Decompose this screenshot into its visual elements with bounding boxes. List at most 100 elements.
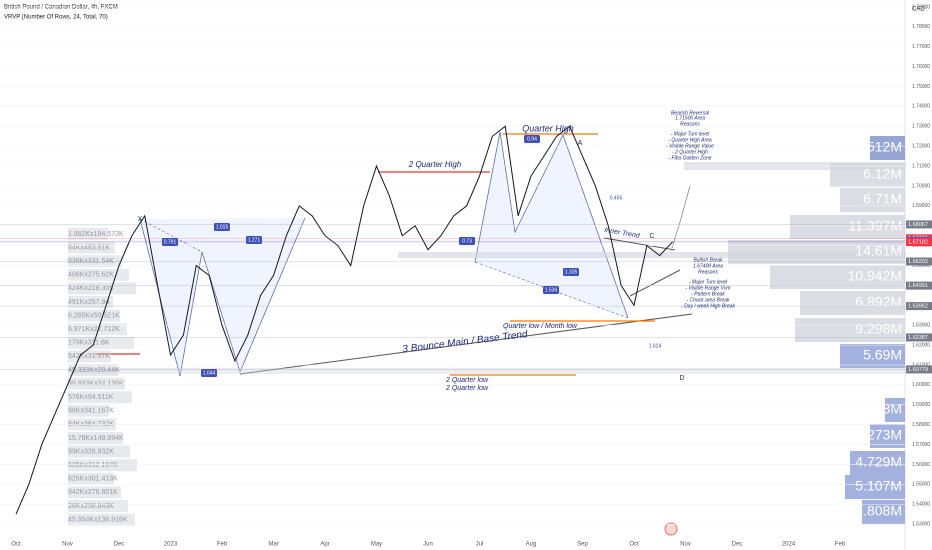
ratio-badge: [524, 135, 540, 143]
price-badge: [906, 302, 932, 311]
ratio-badge: [563, 268, 579, 276]
x-tick-label: Jul: [476, 542, 484, 548]
volume-bar: [68, 486, 121, 499]
inner-trend: [603, 237, 676, 251]
volume-label: 15.78Kx149.994K: [68, 435, 124, 442]
volume-label: 26Kx258.843K: [68, 503, 114, 510]
x-tick-label: Dec: [732, 542, 743, 548]
volume-label: 39.893Kx24.135K: [68, 380, 124, 387]
annotation: Reasons: [698, 269, 718, 275]
pivot-label: C: [649, 233, 654, 240]
indicator-title: VRVP (Number Of Rows, 24, Total, 70): [4, 15, 108, 21]
price-badge: [906, 365, 932, 374]
ratio-label: 0.791: [164, 239, 177, 245]
x-tick-label: Jun: [423, 542, 433, 548]
volume-label: 576Kx94.511K: [68, 394, 114, 401]
y-tick-label: 1.74000: [912, 104, 930, 110]
annotation: - Day / week High Break: [681, 303, 735, 309]
logo-icon[interactable]: [664, 522, 678, 536]
ratio-badge: [201, 369, 217, 377]
volume-label: 45.954Kx136.916K: [68, 516, 128, 523]
y-tick-label: 1.79000: [912, 4, 930, 10]
annotation: 1.67400 Area: [693, 263, 723, 269]
volume-label: 626Kx301.413K: [68, 476, 118, 483]
ratio-badge: [214, 223, 230, 231]
annotation: 2 Quarter low: [445, 385, 489, 392]
y-tick-label: 1.54000: [912, 502, 930, 508]
ratio-label: 1.105: [565, 269, 578, 275]
ratio-badge: [459, 237, 475, 245]
price-badge: [906, 281, 932, 290]
annotation: 2 Quarter High: [408, 160, 462, 169]
volume-label: 6.892M: [855, 294, 902, 310]
price-badge-label: 1.60779: [908, 367, 928, 373]
ratio-badge: [246, 236, 262, 244]
volume-bar: [870, 424, 905, 448]
volume-label: 83M: [875, 401, 902, 417]
volume-label: 6.71M: [863, 191, 902, 207]
ratio-label: 1.015: [216, 224, 229, 230]
volume-label: 98Kx341.167K: [68, 408, 114, 415]
pattern-line: [474, 131, 629, 319]
volume-label: 512M: [867, 139, 902, 155]
y-tick-label: 1.72000: [912, 144, 930, 150]
annotation: - Visible Range Vvm: [685, 285, 730, 291]
volume-label: 5.107M: [855, 478, 902, 494]
annotation: 2 Quarter low: [445, 377, 489, 384]
volume-bar: [68, 377, 125, 390]
ratio-label: 1.044: [203, 370, 216, 376]
annotation: Bullish Break: [693, 257, 723, 263]
price-badge-label: 1.68067: [908, 222, 928, 228]
volume-bar: [68, 404, 109, 417]
price-line: [15, 125, 673, 515]
y-tick-label: 1.71000: [912, 163, 930, 169]
x-tick-label: Oct: [11, 542, 21, 548]
x-tick-label: Dec: [114, 542, 125, 548]
x-tick-label: Mar: [268, 542, 278, 548]
y-tick-label: 1.76000: [912, 64, 930, 70]
price-badge: [906, 220, 932, 229]
ratio-label: 1.271: [248, 237, 261, 243]
volume-bar: [68, 323, 127, 336]
price-badge-label: 1.62387: [908, 335, 928, 341]
volume-label: 3.808M: [855, 503, 902, 519]
harmonic-pattern: [475, 132, 628, 318]
y-tick-label: 1.75000: [912, 84, 930, 90]
volume-bar: [845, 475, 905, 499]
y-tick-label: 1.78000: [912, 24, 930, 30]
volume-bar: [68, 391, 132, 404]
ratio-label: 0.94: [527, 136, 537, 142]
volume-bar: [850, 451, 905, 475]
volume-label: 626Kx312.197K: [68, 462, 118, 469]
value-area-band: [398, 252, 906, 258]
volume-label: 491Kx257.94: [68, 299, 109, 306]
y-tick-label: 1.56000: [912, 462, 930, 468]
y-tick-label: 1.60000: [912, 382, 930, 388]
projection: [671, 185, 691, 249]
volume-bar: [68, 459, 137, 472]
inner-trend: [629, 269, 681, 297]
y-tick-label: 1.73000: [912, 124, 930, 130]
ratio-badge: [543, 286, 559, 294]
x-tick-label: May: [371, 542, 382, 548]
harmonic-pattern: [140, 218, 305, 376]
y-tick-label: 1.69000: [912, 203, 930, 209]
volume-label: 273M: [867, 427, 902, 443]
ratio-label: 0.73: [462, 238, 472, 244]
value-area-band: [70, 368, 906, 374]
x-tick-label: Nov: [62, 542, 73, 548]
symbol-title: British Pound / Canadian Dollar, 4h, FXC…: [4, 5, 118, 11]
annotation: - Pattern Break: [691, 291, 725, 297]
volume-bar: [840, 188, 905, 212]
annotation: - Major Turn level: [689, 279, 728, 285]
ratio-label: 1.536: [545, 287, 558, 293]
annotation: Quarter High: [522, 123, 574, 133]
volume-bar: [870, 136, 905, 160]
volume-bar: [68, 513, 135, 526]
volume-label: 14.61M: [855, 243, 902, 259]
volume-bar: [68, 268, 129, 281]
volume-bar: [800, 291, 905, 315]
ratio-label: 1.624: [649, 343, 662, 349]
annotation: Reasons: [680, 121, 700, 127]
price-axis: [905, 0, 932, 550]
